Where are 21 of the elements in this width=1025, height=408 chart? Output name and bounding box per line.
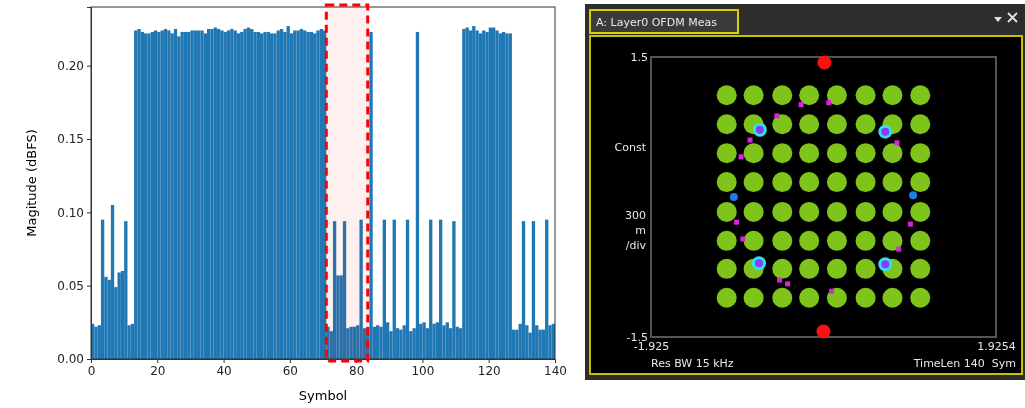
text: Const 300 m /div bbox=[614, 141, 646, 252]
y-axis-title: Magitude (dBFS) bbox=[24, 129, 39, 237]
y-tick-label: 0.10 bbox=[57, 205, 84, 220]
x-tick-label: 40 bbox=[216, 363, 232, 378]
y-tick-label: 0.20 bbox=[57, 59, 84, 74]
y-tick-label: 0.05 bbox=[57, 279, 84, 294]
chart-title: A: Layer0 OFDM Meas bbox=[596, 16, 718, 29]
text: TimeLen 140 Sym bbox=[912, 357, 1016, 370]
y-tick-label: 0.00 bbox=[57, 352, 84, 367]
x-tick-label: 60 bbox=[282, 363, 298, 378]
y-tick-label: 1.5 bbox=[630, 51, 648, 65]
x-tick-label: 140 bbox=[544, 363, 567, 378]
x-tick-label: 80 bbox=[349, 363, 365, 378]
y-tick-label: 0.15 bbox=[57, 132, 84, 147]
x-tick-label: 0 bbox=[87, 363, 96, 378]
x-axis-title: Symbol bbox=[298, 388, 348, 403]
x-tick-label: 1.9254 bbox=[977, 339, 1016, 353]
x-tick-label: 100 bbox=[411, 363, 435, 378]
text: Res BW 15 kHz bbox=[651, 357, 734, 370]
x-tick-label: 120 bbox=[477, 363, 501, 378]
x-tick-label: 20 bbox=[150, 363, 166, 378]
